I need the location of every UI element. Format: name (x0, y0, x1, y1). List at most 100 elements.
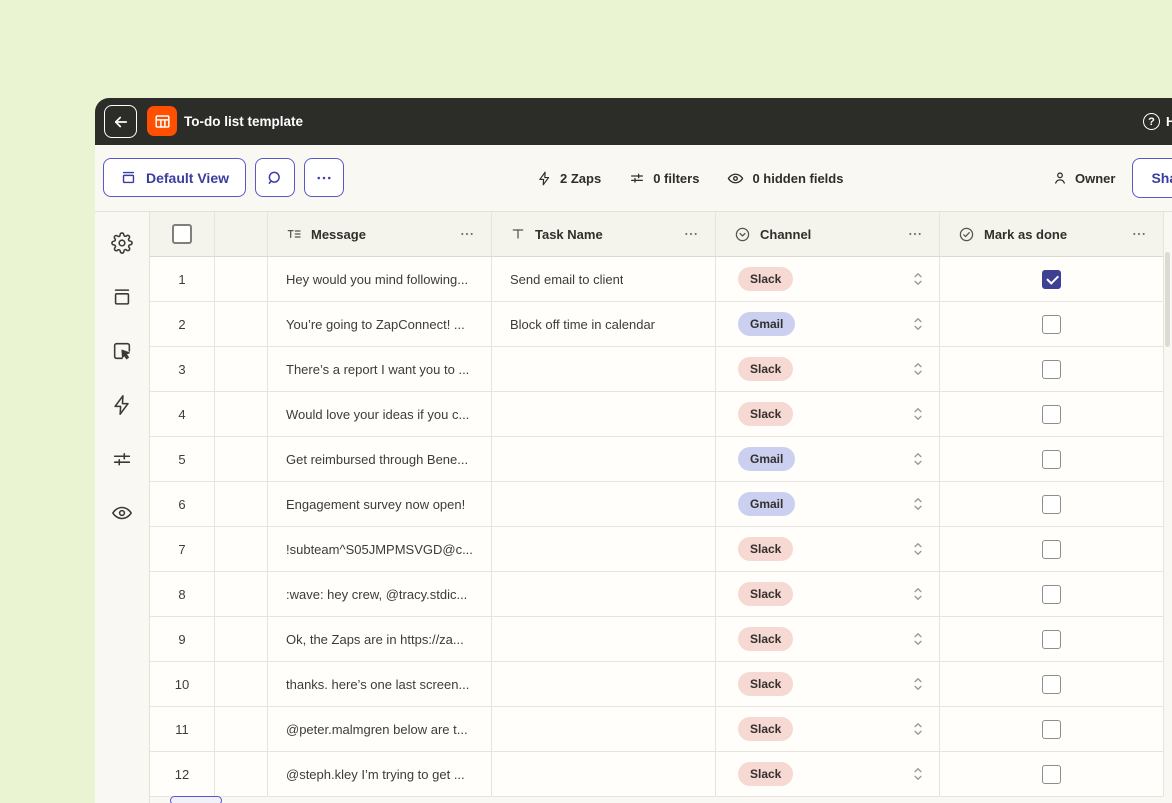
row-expand-cell[interactable] (215, 392, 268, 437)
message-cell[interactable]: There’s a report I want you to ... (268, 347, 492, 392)
channel-cell[interactable]: Gmail (716, 437, 940, 482)
vertical-scrollbar[interactable] (1165, 252, 1170, 347)
zaps-status[interactable]: 2 Zaps (537, 171, 601, 186)
channel-cell[interactable]: Slack (716, 707, 940, 752)
message-cell[interactable]: thanks. here’s one last screen... (268, 662, 492, 707)
row-expand-cell[interactable] (215, 527, 268, 572)
done-checkbox[interactable] (1042, 314, 1061, 334)
channel-cell[interactable]: Gmail (716, 482, 940, 527)
select-chevrons-icon[interactable] (911, 630, 925, 648)
row-expand-cell[interactable] (215, 617, 268, 662)
select-all-checkbox[interactable] (172, 224, 192, 244)
row-expand-cell[interactable] (215, 302, 268, 347)
search-button[interactable] (255, 158, 295, 197)
select-chevrons-icon[interactable] (911, 405, 925, 423)
row-expand-cell[interactable] (215, 572, 268, 617)
task-cell[interactable] (492, 437, 716, 482)
message-cell[interactable]: !subteam^S05JMPMSVGD@c... (268, 527, 492, 572)
message-cell[interactable]: Ok, the Zaps are in https://za... (268, 617, 492, 662)
done-cell[interactable] (940, 572, 1164, 617)
channel-cell[interactable]: Slack (716, 527, 940, 572)
channel-cell[interactable]: Slack (716, 392, 940, 437)
done-cell[interactable] (940, 302, 1164, 347)
owner-menu[interactable]: Owner (1052, 170, 1115, 186)
back-button[interactable] (104, 105, 137, 138)
task-cell[interactable] (492, 347, 716, 392)
column-header-mark-as-done[interactable]: Mark as done (940, 212, 1164, 257)
add-row-button[interactable] (170, 796, 222, 803)
zaps-icon[interactable] (111, 394, 133, 416)
column-header-channel[interactable]: Channel (716, 212, 940, 257)
row-expand-cell[interactable] (215, 347, 268, 392)
done-checkbox[interactable] (1042, 539, 1061, 559)
message-cell[interactable]: @peter.malmgren below are t... (268, 707, 492, 752)
done-checkbox[interactable] (1042, 404, 1061, 424)
task-cell[interactable] (492, 752, 716, 797)
message-cell[interactable]: You’re going to ZapConnect! ... (268, 302, 492, 347)
task-cell[interactable]: Block off time in calendar (492, 302, 716, 347)
task-cell[interactable] (492, 572, 716, 617)
task-cell[interactable] (492, 392, 716, 437)
view-more-button[interactable] (304, 158, 344, 197)
views-icon[interactable] (111, 286, 133, 308)
row-expand-cell[interactable] (215, 752, 268, 797)
channel-cell[interactable]: Slack (716, 617, 940, 662)
select-chevrons-icon[interactable] (911, 540, 925, 558)
filters-status[interactable]: 0 filters (629, 170, 699, 186)
channel-cell[interactable]: Slack (716, 257, 940, 302)
done-cell[interactable] (940, 527, 1164, 572)
row-expand-cell[interactable] (215, 662, 268, 707)
done-checkbox[interactable] (1042, 584, 1061, 604)
done-cell[interactable] (940, 482, 1164, 527)
done-checkbox[interactable] (1042, 719, 1061, 739)
select-chevrons-icon[interactable] (911, 450, 925, 468)
column-menu-icon[interactable] (683, 226, 699, 242)
row-expand-cell[interactable] (215, 482, 268, 527)
done-cell[interactable] (940, 752, 1164, 797)
task-cell[interactable] (492, 482, 716, 527)
done-checkbox[interactable] (1042, 494, 1061, 514)
select-chevrons-icon[interactable] (911, 675, 925, 693)
channel-cell[interactable]: Slack (716, 572, 940, 617)
row-expand-cell[interactable] (215, 257, 268, 302)
channel-cell[interactable]: Gmail (716, 302, 940, 347)
done-cell[interactable] (940, 347, 1164, 392)
done-cell[interactable] (940, 437, 1164, 482)
done-checkbox[interactable] (1042, 674, 1061, 694)
row-expand-cell[interactable] (215, 707, 268, 752)
task-cell[interactable] (492, 707, 716, 752)
done-checkbox[interactable] (1042, 449, 1061, 469)
done-cell[interactable] (940, 617, 1164, 662)
select-chevrons-icon[interactable] (911, 270, 925, 288)
done-checkbox[interactable] (1042, 359, 1061, 379)
channel-cell[interactable]: Slack (716, 347, 940, 392)
column-menu-icon[interactable] (907, 226, 923, 242)
message-cell[interactable]: Would love your ideas if you c... (268, 392, 492, 437)
message-cell[interactable]: :wave: hey crew, @tracy.stdic... (268, 572, 492, 617)
task-cell[interactable] (492, 527, 716, 572)
select-chevrons-icon[interactable] (911, 360, 925, 378)
column-menu-icon[interactable] (459, 226, 475, 242)
row-expand-cell[interactable] (215, 437, 268, 482)
hidden-fields-status[interactable]: 0 hidden fields (727, 170, 843, 187)
task-cell[interactable] (492, 662, 716, 707)
done-checkbox[interactable] (1042, 629, 1061, 649)
default-view-button[interactable]: Default View (103, 158, 246, 197)
task-cell[interactable]: Send email to client (492, 257, 716, 302)
select-chevrons-icon[interactable] (911, 765, 925, 783)
channel-cell[interactable]: Slack (716, 752, 940, 797)
form-icon[interactable] (111, 340, 133, 362)
done-checkbox[interactable] (1042, 764, 1061, 784)
hidden-fields-icon[interactable] (111, 502, 133, 524)
select-chevrons-icon[interactable] (911, 315, 925, 333)
column-header-message[interactable]: Message (268, 212, 492, 257)
done-cell[interactable] (940, 257, 1164, 302)
message-cell[interactable]: Engagement survey now open! (268, 482, 492, 527)
message-cell[interactable]: @steph.kley I’m trying to get ... (268, 752, 492, 797)
help-button[interactable]: ? Help (1143, 98, 1172, 145)
message-cell[interactable]: Hey would you mind following... (268, 257, 492, 302)
done-cell[interactable] (940, 707, 1164, 752)
select-chevrons-icon[interactable] (911, 720, 925, 738)
select-chevrons-icon[interactable] (911, 495, 925, 513)
done-checkbox[interactable] (1042, 269, 1061, 289)
